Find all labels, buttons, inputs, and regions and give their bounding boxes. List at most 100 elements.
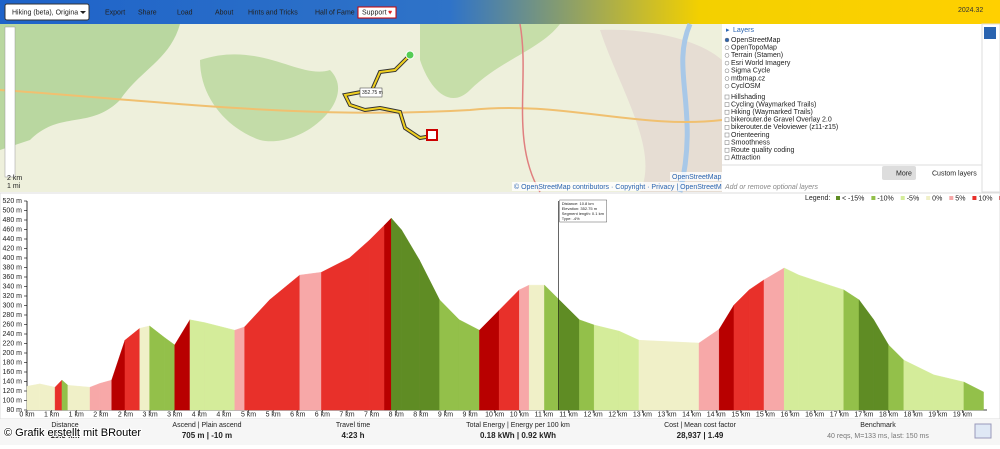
y-tick-label: 120 m (3, 388, 23, 395)
base-layer[interactable]: OpenStreetMap (731, 37, 781, 44)
nav-item[interactable]: Share (138, 10, 157, 17)
stats-bg (0, 419, 1000, 445)
credit: © Grafik erstellt mit BRouter (4, 427, 141, 439)
overlay-layer[interactable]: Attraction (731, 155, 761, 162)
river (677, 23, 693, 193)
profile-segment (498, 289, 520, 411)
base-layer[interactable]: CyclOSM (731, 83, 761, 90)
profile-segment (828, 284, 844, 411)
x-tick-label: 18 km (904, 411, 923, 418)
layers-title[interactable]: Layers (733, 27, 755, 34)
stat-label: Benchmark (860, 422, 896, 429)
profile-name[interactable]: Hiking (beta), Origina (12, 9, 78, 16)
y-tick-label: 480 m (3, 217, 23, 224)
support-label[interactable]: Support (362, 10, 387, 17)
x-tick-label: 16 km (781, 411, 800, 418)
checkbox[interactable] (724, 109, 730, 115)
heart: ♥ (388, 10, 392, 17)
side-toolbar[interactable] (981, 23, 1000, 193)
map[interactable]: 352.75 m 2 km 1 mi OpenStreetMap © OpenS… (0, 23, 730, 193)
radio[interactable] (724, 68, 730, 74)
radio[interactable] (724, 83, 730, 89)
radio[interactable] (724, 53, 730, 58)
overlay-layer[interactable]: Smoothness (731, 139, 770, 146)
legend-label: -5% (907, 195, 919, 202)
nav-item[interactable]: Export (105, 10, 125, 17)
checkbox[interactable] (724, 147, 730, 153)
end-marker[interactable] (426, 129, 438, 141)
base-layer[interactable]: Terrain (Stamen) (731, 52, 783, 59)
profile-segment (763, 267, 785, 411)
layers-tab[interactable] (984, 27, 996, 39)
profile-segment (519, 284, 530, 411)
profile-segment (234, 326, 245, 411)
scale-mi: 1 mi (7, 183, 21, 190)
more-label[interactable]: More (896, 170, 912, 177)
x-tick-label: 7 km (339, 411, 354, 418)
x-tick-label: 1 km (44, 411, 59, 418)
base-layer[interactable]: mtbmap.cz (731, 75, 766, 82)
nav-item[interactable]: Hall of Fame (315, 10, 355, 17)
radio[interactable] (724, 37, 730, 43)
profile-segment (733, 289, 750, 411)
x-tick-label: 12 km (584, 411, 603, 418)
attribution: © OpenStreetMap contributors · Copyright… (514, 183, 730, 191)
stat-value: 0.18 kWh | 0.92 kWh (480, 431, 556, 440)
y-tick-label: 420 m (3, 245, 23, 252)
profile-segment (139, 325, 150, 411)
overlay-layer[interactable]: Hiking (Waymarked Trails) (731, 109, 813, 116)
checkbox[interactable] (724, 117, 730, 123)
overlay-layer[interactable]: bikerouter.de Gravel Overlay 2.0 (731, 117, 832, 124)
x-tick-label: 4 km (216, 411, 231, 418)
profile-select[interactable] (4, 3, 90, 21)
nav-item[interactable]: Hints and Tricks (248, 10, 298, 17)
y-tick-label: 360 m (3, 274, 23, 281)
x-tick-label: 9 km (462, 411, 477, 418)
x-tick-label: 2 km (118, 411, 133, 418)
marker-box (359, 87, 383, 98)
urban (600, 29, 722, 192)
legend-label: 10% (978, 195, 992, 202)
checkbox[interactable] (724, 125, 730, 130)
radio[interactable] (724, 76, 730, 81)
x-tick-label: 17 km (854, 411, 873, 418)
custom-label[interactable]: Custom layers (932, 170, 977, 177)
map-toolbar[interactable] (4, 26, 16, 178)
base-layer[interactable]: Sigma Cycle (731, 68, 770, 75)
nav-item[interactable]: About (215, 10, 233, 17)
base-layer[interactable]: Esri World Imagery (731, 60, 791, 67)
radio[interactable] (724, 45, 730, 50)
overlay-layer[interactable]: Cycling (Waymarked Trails) (731, 101, 816, 108)
x-tick-label: 8 km (389, 411, 404, 418)
nav-item[interactable]: Load (177, 10, 193, 17)
checkbox[interactable] (724, 132, 730, 138)
layer-label: OpenStreetMap (672, 174, 722, 181)
radio[interactable] (724, 60, 730, 66)
y-tick-label: 340 m (3, 283, 23, 290)
legend-label: -10% (877, 195, 893, 202)
forest (200, 54, 339, 142)
profile-segment (459, 319, 480, 411)
more-button[interactable] (882, 166, 916, 180)
checkbox[interactable] (724, 94, 730, 100)
triangle: ▸ (726, 27, 730, 34)
start-marker[interactable] (405, 50, 415, 60)
x-tick-label: 9 km (438, 411, 453, 418)
x-tick-label: 13 km (633, 411, 652, 418)
legend-label: 0% (932, 195, 942, 202)
overlay-layer[interactable]: bikerouter.de Veloviewer (z11-z15) (731, 124, 838, 131)
overlay-layer[interactable]: Route quality coding (731, 147, 795, 154)
checkbox[interactable] (724, 155, 730, 161)
checkbox[interactable] (724, 140, 730, 145)
checkbox[interactable] (724, 102, 730, 107)
base-layer[interactable]: OpenTopoMap (731, 45, 777, 52)
overlay-layer[interactable]: Hillshading (731, 94, 765, 101)
forest (420, 24, 560, 99)
support-button[interactable] (357, 6, 397, 19)
x-tick-label: 11 km (535, 411, 554, 418)
legend-swatch (949, 196, 954, 200)
overlay-layer[interactable]: Orienteering (731, 132, 770, 139)
road (519, 23, 541, 193)
chart-toggle[interactable] (974, 423, 992, 439)
